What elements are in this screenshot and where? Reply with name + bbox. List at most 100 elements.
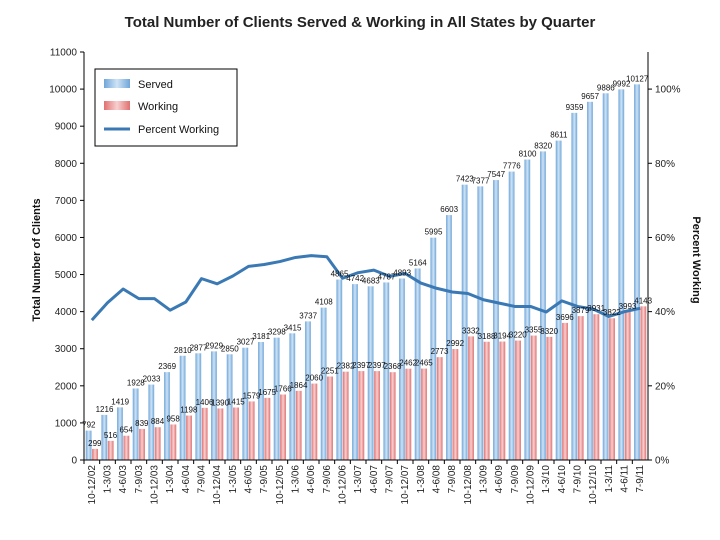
- working-value-label: 2992: [446, 339, 464, 348]
- x-tick-label: 7-9/03: [134, 465, 145, 494]
- working-bar: [311, 383, 318, 460]
- working-value-label: 3822: [603, 308, 621, 317]
- served-value-label: 9886: [597, 83, 615, 92]
- x-tick-label: 10-12/03: [150, 465, 161, 505]
- working-bar: [139, 428, 145, 460]
- served-value-label: 7776: [503, 162, 521, 171]
- y-tick-label: 8000: [55, 159, 78, 170]
- served-data-labels: 7921216141919282033236928102877292928503…: [82, 74, 649, 429]
- x-tick-label: 4-6/03: [118, 465, 129, 494]
- x-tick-label: 7-9/07: [385, 465, 396, 494]
- served-value-label: 4893: [393, 269, 411, 278]
- legend-label-percent-working: Percent Working: [138, 124, 219, 136]
- working-value-label: 2382: [337, 362, 355, 371]
- y2-axis-ticks: 0% 20% 40% 60% 80% 100%: [648, 85, 681, 467]
- served-bar: [226, 354, 233, 460]
- working-bar: [280, 394, 286, 460]
- x-tick-label: 4-6/05: [244, 465, 255, 494]
- x-tick-label: 10-12/05: [275, 465, 286, 505]
- working-bar: [233, 407, 239, 460]
- served-value-label: 4108: [315, 298, 333, 307]
- served-value-label: 3181: [252, 332, 270, 341]
- served-value-label: 792: [82, 421, 96, 430]
- x-tick-label: 7-9/10: [573, 465, 584, 494]
- x-tick-label: 4-6/09: [494, 465, 505, 494]
- served-bar: [602, 93, 609, 460]
- served-bar: [258, 342, 264, 460]
- working-value-label: 1415: [227, 398, 245, 407]
- served-bar: [446, 215, 452, 460]
- working-bar: [389, 372, 396, 460]
- x-tick-label: 7-9/11: [635, 465, 646, 493]
- x-tick-label: 1-3/07: [353, 465, 364, 494]
- legend-swatch-working: [104, 101, 130, 110]
- chart-title: Total Number of Clients Served & Working…: [125, 14, 596, 31]
- served-value-label: 4683: [362, 276, 380, 285]
- served-value-label: 1216: [96, 405, 114, 414]
- x-tick-label: 1-3/04: [165, 465, 176, 494]
- working-bar: [327, 376, 333, 460]
- working-bar: [405, 368, 412, 460]
- served-bar: [117, 407, 123, 460]
- served-bar: [305, 321, 311, 460]
- working-value-label: 2462: [399, 359, 417, 368]
- working-bar: [499, 341, 506, 460]
- y2-tick-label: 20%: [655, 381, 675, 392]
- working-bar: [295, 390, 302, 460]
- served-value-label: 5995: [425, 228, 443, 237]
- working-value-label: 2465: [415, 359, 433, 368]
- y-tick-label: 9000: [55, 122, 78, 133]
- x-tick-label: 1-3/03: [103, 465, 114, 494]
- served-value-label: 8611: [550, 131, 568, 140]
- y-axis-ticks: 0 1000 2000 3000 4000 5000 6000 7000 8000 9000 100…: [49, 48, 84, 467]
- served-bar: [587, 101, 593, 461]
- served-value-label: 2369: [158, 362, 176, 371]
- working-value-label: 516: [104, 431, 118, 440]
- working-value-label: 839: [135, 419, 149, 428]
- working-bar: [468, 336, 474, 460]
- working-value-label: 3931: [587, 304, 605, 313]
- legend-swatch-served: [104, 79, 130, 88]
- working-bar: [186, 415, 192, 460]
- working-value-label: 3194: [493, 332, 511, 341]
- y2-tick-label: 80%: [655, 159, 675, 170]
- working-bar: [342, 371, 349, 460]
- percent-working-polyline: [90, 254, 641, 322]
- working-value-label: 1766: [274, 384, 292, 393]
- y-tick-label: 6000: [55, 233, 78, 244]
- x-tick-label: 4-6/08: [432, 465, 443, 494]
- legend-label-working: Working: [138, 101, 178, 113]
- working-value-label: 2060: [305, 374, 323, 383]
- percent-working-line: [90, 254, 641, 322]
- served-bar: [414, 268, 421, 460]
- working-value-label: 654: [119, 426, 133, 435]
- working-value-label: 2773: [431, 347, 449, 356]
- x-tick-label: 4-6/04: [181, 465, 192, 494]
- y-tick-label: 1000: [55, 418, 78, 429]
- working-value-label: 1390: [211, 398, 229, 407]
- served-bar: [289, 333, 296, 460]
- y2-axis-title: Percent Working: [690, 216, 702, 303]
- x-tick-label: 10-12/02: [87, 465, 98, 505]
- x-tick-label: 1-3/11: [604, 465, 615, 493]
- x-tick-label: 1-3/10: [541, 465, 552, 494]
- x-tick-label: 7-9/08: [447, 465, 458, 494]
- x-tick-label: 7-9/05: [259, 465, 270, 494]
- x-tick-label: 10-12/10: [588, 465, 599, 505]
- served-bar: [148, 384, 155, 460]
- x-axis-ticks: 10-12/02 1-3/03 4-6/03 7-9/03 10-12/03 1-3/04…: [83, 460, 646, 505]
- y-axis-title: Total Number of Clients: [31, 198, 43, 321]
- served-bar: [352, 284, 358, 460]
- working-value-label: 3332: [462, 326, 480, 335]
- served-value-label: 9657: [581, 92, 599, 101]
- served-bar: [367, 286, 374, 460]
- working-value-label: 884: [151, 417, 165, 426]
- working-bar: [546, 336, 553, 460]
- x-tick-label: 10-12/06: [338, 465, 349, 505]
- x-tick-label: 1-3/06: [291, 465, 302, 494]
- served-bar: [524, 159, 531, 460]
- working-value-label: 958: [166, 414, 180, 423]
- served-value-label: 1419: [111, 397, 129, 406]
- working-value-label: 2397: [352, 361, 370, 370]
- served-bar: [540, 151, 546, 461]
